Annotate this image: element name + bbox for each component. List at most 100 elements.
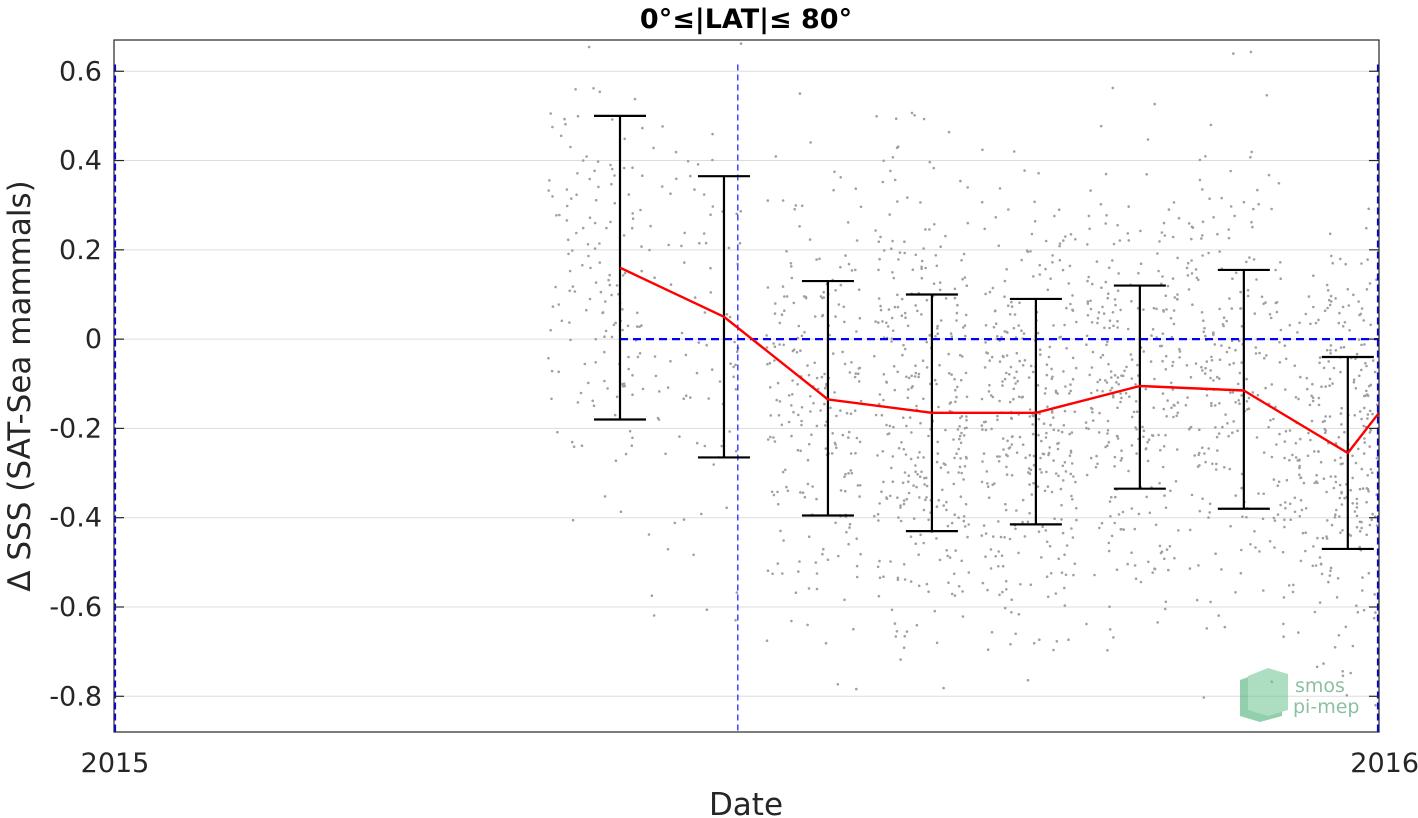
scatter-point xyxy=(1120,396,1123,400)
scatter-point xyxy=(1328,232,1332,236)
scatter-point xyxy=(801,491,805,495)
scatter-point xyxy=(1228,346,1231,350)
scatter-point xyxy=(1050,490,1054,494)
scatter-point xyxy=(1116,223,1119,227)
scatter-point xyxy=(1037,530,1041,533)
scatter-point xyxy=(1164,354,1168,358)
scatter-point xyxy=(1330,254,1333,258)
scatter-point xyxy=(666,386,670,389)
scatter-point xyxy=(1358,529,1362,533)
scatter-point xyxy=(902,343,905,347)
scatter-point xyxy=(1299,499,1303,502)
scatter-point xyxy=(886,432,889,436)
scatter-point xyxy=(1152,406,1155,410)
scatter-point xyxy=(1355,497,1359,501)
scatter-point xyxy=(944,297,948,300)
scatter-point xyxy=(1022,332,1026,335)
scatter-point xyxy=(815,497,818,501)
scatter-point xyxy=(1234,494,1237,497)
scatter-point xyxy=(915,623,919,627)
scatter-point xyxy=(849,412,853,416)
scatter-point xyxy=(1193,454,1196,457)
scatter-point xyxy=(1197,564,1200,567)
scatter-point xyxy=(849,469,853,472)
scatter-point xyxy=(1362,608,1366,612)
scatter-point xyxy=(1184,403,1188,407)
scatter-point xyxy=(854,451,857,455)
scatter-point xyxy=(573,290,577,293)
scatter-point xyxy=(1039,456,1042,460)
scatter-point xyxy=(1061,479,1065,482)
scatter-point xyxy=(1298,466,1301,470)
scatter-point xyxy=(656,416,660,420)
scatter-points xyxy=(547,42,1380,707)
scatter-point xyxy=(1048,345,1052,349)
scatter-point xyxy=(1156,252,1159,255)
scatter-point xyxy=(877,297,881,300)
scatter-point xyxy=(854,187,858,190)
scatter-point xyxy=(1310,394,1313,398)
scatter-point xyxy=(1176,401,1180,404)
scatter-point xyxy=(800,204,804,208)
scatter-point xyxy=(640,269,643,273)
scatter-point xyxy=(1338,311,1341,315)
scatter-point xyxy=(885,423,888,427)
scatter-point xyxy=(823,372,826,376)
scatter-point xyxy=(905,630,909,633)
scatter-point xyxy=(615,284,619,287)
scatter-point xyxy=(942,686,945,690)
scatter-point xyxy=(1049,277,1052,281)
scatter-point xyxy=(853,375,857,379)
scatter-point xyxy=(964,371,968,375)
scatter-point xyxy=(881,180,885,184)
scatter-point xyxy=(877,594,881,598)
scatter-point xyxy=(1047,355,1051,359)
scatter-point xyxy=(894,117,898,120)
scatter-point xyxy=(1299,559,1303,563)
scatter-point xyxy=(1153,567,1157,571)
scatter-point xyxy=(919,533,922,537)
scatter-point xyxy=(955,311,959,315)
scatter-point xyxy=(1231,391,1235,394)
scatter-point xyxy=(1242,200,1246,204)
scatter-point xyxy=(1312,305,1315,309)
scatter-point xyxy=(1119,400,1122,404)
scatter-point xyxy=(917,553,920,556)
scatter-point xyxy=(1369,468,1373,471)
scatter-point xyxy=(783,295,786,298)
scatter-point xyxy=(609,163,612,167)
scatter-point xyxy=(1186,261,1190,265)
scatter-point xyxy=(959,495,963,499)
scatter-point xyxy=(1029,468,1033,472)
scatter-point xyxy=(792,410,795,414)
scatter-point xyxy=(994,322,998,326)
scatter-point xyxy=(1038,263,1041,267)
scatter-point xyxy=(803,495,807,499)
scatter-point xyxy=(843,598,846,602)
scatter-point xyxy=(952,438,955,441)
scatter-point xyxy=(1329,344,1333,347)
scatter-point xyxy=(959,441,963,445)
scatter-point xyxy=(1010,598,1013,601)
scatter-point xyxy=(1104,379,1107,382)
scatter-point xyxy=(630,226,634,230)
scatter-point xyxy=(1202,696,1206,699)
scatter-point xyxy=(1344,625,1348,629)
scatter-point xyxy=(660,185,664,188)
scatter-point xyxy=(1329,569,1332,573)
scatter-point xyxy=(1323,427,1327,431)
scatter-point xyxy=(1017,551,1020,555)
scatter-point xyxy=(1037,433,1040,437)
scatter-point xyxy=(1062,370,1065,373)
scatter-point xyxy=(1325,348,1329,352)
scatter-point xyxy=(1058,244,1061,248)
scatter-point xyxy=(1108,326,1111,330)
scatter-point xyxy=(988,290,992,294)
scatter-point xyxy=(938,288,942,292)
scatter-point xyxy=(800,419,803,423)
scatter-point xyxy=(982,524,986,527)
scatter-point xyxy=(1025,249,1029,252)
scatter-point xyxy=(1209,123,1213,127)
scatter-point xyxy=(1120,456,1124,460)
scatter-point xyxy=(903,347,907,351)
